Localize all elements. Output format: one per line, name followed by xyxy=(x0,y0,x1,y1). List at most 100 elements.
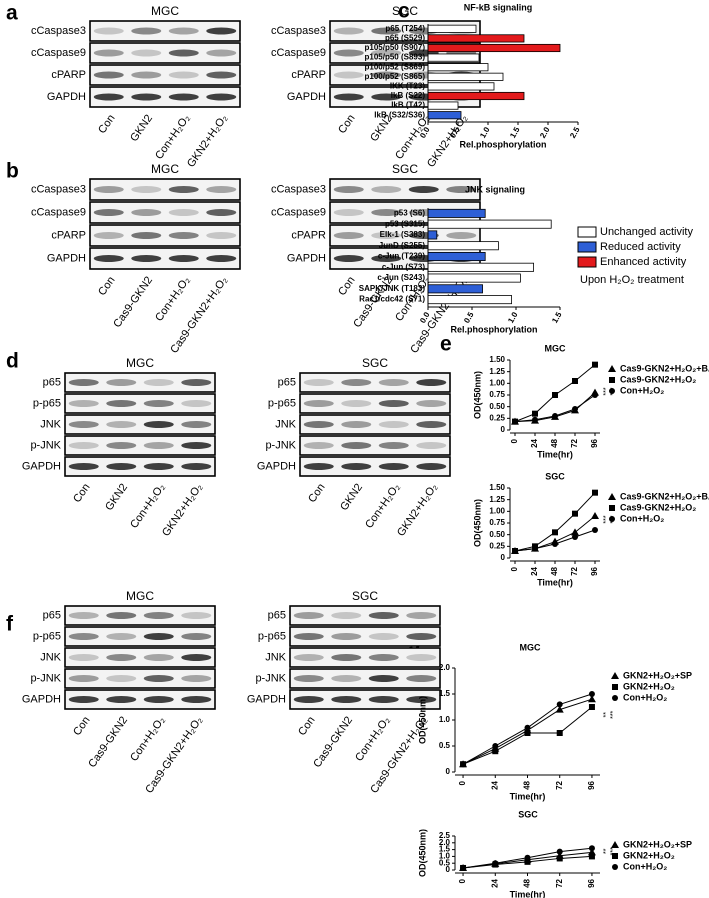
row-label: p65 xyxy=(43,609,61,621)
blot-row xyxy=(289,605,441,626)
row-label: p-p65 xyxy=(258,630,286,642)
band xyxy=(131,209,162,216)
row-label: cPAPR xyxy=(291,229,326,241)
y-tick-label: 0.50 xyxy=(489,402,505,411)
band xyxy=(131,186,162,193)
lane-label: Con+H₂O₂ xyxy=(153,275,192,324)
significance: *** xyxy=(610,515,617,523)
marker xyxy=(460,761,467,768)
category-label: p53 (S6) xyxy=(394,208,425,217)
blot-row xyxy=(89,247,241,270)
y-tick-label: 1.50 xyxy=(489,355,505,364)
legend-label: Cas9-GKN2+H₂O₂+BAY xyxy=(620,491,709,501)
bar xyxy=(427,63,489,72)
category-label: p105/p50 (S907) xyxy=(365,43,426,52)
legend-marker xyxy=(612,853,618,859)
bar xyxy=(427,82,495,91)
category-label: p100/p52 (S869) xyxy=(365,62,426,71)
category-label: Elk-1 (S383) xyxy=(380,230,426,239)
bar xyxy=(427,111,462,120)
panel-label: f xyxy=(6,613,14,636)
legend-label: Con+H₂O₂ xyxy=(623,861,667,871)
x-axis-label: Time(hr) xyxy=(510,791,546,801)
lane-label: GKN2+H₂O₂ xyxy=(395,482,440,539)
lane-label: Con xyxy=(296,715,317,738)
band xyxy=(106,654,137,661)
y-tick-label: 0.75 xyxy=(489,390,505,399)
marker xyxy=(588,704,595,710)
y-tick-label: 1.00 xyxy=(489,506,505,515)
marker xyxy=(572,406,578,412)
band xyxy=(416,379,447,386)
band xyxy=(206,27,237,35)
marker xyxy=(460,864,467,871)
significance: *** xyxy=(610,710,617,718)
band xyxy=(143,654,174,661)
band xyxy=(378,400,409,407)
band xyxy=(406,633,437,640)
band xyxy=(206,49,237,57)
band xyxy=(406,675,437,682)
band xyxy=(331,654,362,661)
band xyxy=(446,232,477,239)
lane-label: Con+H₂O₂ xyxy=(353,715,392,764)
bar xyxy=(427,34,525,43)
blot-row xyxy=(329,178,481,201)
marker xyxy=(512,418,518,425)
bar xyxy=(427,273,521,283)
marker xyxy=(492,743,499,749)
marker xyxy=(592,489,598,496)
marker xyxy=(555,705,564,713)
legend-marker xyxy=(612,684,618,690)
band xyxy=(378,379,409,386)
band xyxy=(368,675,399,682)
band xyxy=(206,71,237,79)
bar xyxy=(427,284,483,294)
band xyxy=(93,209,124,216)
band xyxy=(293,633,324,640)
blot-row xyxy=(64,414,216,435)
y-axis-label: OD(450nm) xyxy=(472,371,482,419)
legend-marker xyxy=(609,388,615,394)
blot-row xyxy=(64,435,216,456)
band xyxy=(131,71,162,79)
blot-row xyxy=(89,224,241,247)
band xyxy=(143,379,174,386)
band xyxy=(368,633,399,640)
band xyxy=(168,93,199,101)
blot-row xyxy=(299,435,451,456)
y-tick-label: 0.5 xyxy=(439,741,451,750)
marker xyxy=(512,548,518,554)
band xyxy=(378,463,409,470)
legend-label: GKN2+H₂O₂+SP xyxy=(623,839,692,849)
x-tick-label: 0 xyxy=(510,438,519,443)
x-axis-label: Time(hr) xyxy=(537,449,573,459)
chart-title: SGC xyxy=(518,809,538,819)
band xyxy=(106,442,137,449)
category-label: IKK (T23) xyxy=(390,82,425,91)
legend-marker xyxy=(609,505,615,511)
band xyxy=(143,400,174,407)
band xyxy=(93,27,124,35)
band xyxy=(303,463,334,470)
band xyxy=(181,633,212,640)
row-label: cCaspase3 xyxy=(271,183,326,195)
bar xyxy=(427,219,552,229)
row-label: JNK xyxy=(275,418,296,430)
y-tick-label: 1.0 xyxy=(439,852,451,861)
band xyxy=(293,654,324,661)
x-tick-label: 0.5 xyxy=(462,310,476,325)
band xyxy=(293,675,324,682)
y-tick-label: 2.5 xyxy=(439,831,451,840)
band xyxy=(143,675,174,682)
blot-row xyxy=(289,689,441,710)
chart-title: MGC xyxy=(545,343,566,353)
legend-marker xyxy=(611,672,619,679)
blot-row xyxy=(289,668,441,689)
y-tick-label: 0.50 xyxy=(489,530,505,539)
lane-label: Con+H₂O₂ xyxy=(128,715,167,764)
band xyxy=(68,400,99,407)
band xyxy=(93,186,124,193)
blot-row xyxy=(64,626,216,647)
lane-label: Con xyxy=(306,482,327,505)
